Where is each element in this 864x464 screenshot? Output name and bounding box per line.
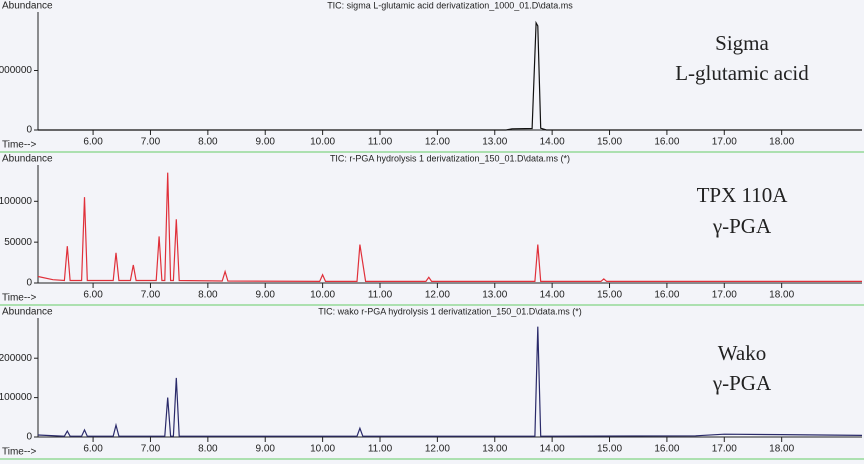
x-tick-label: 6.00 [83,137,103,148]
x-tick-label: 10.00 [310,290,335,301]
x-tick-label: 16.00 [654,137,679,148]
x-tick-label: 11.00 [368,444,393,455]
x-axis-label: Time--> [2,293,37,304]
annotation: Sigma [715,31,769,55]
x-tick-label: 9.00 [255,290,275,301]
y-axis-label: Abundance [2,154,53,165]
y-tick-label: 0 [26,432,32,443]
y-tick-label: 50000 [4,237,32,248]
x-tick-label: 9.00 [255,444,275,455]
x-tick-label: 11.00 [368,137,393,148]
y-axis-label: Abundance [2,1,53,12]
chart-title: TIC: wako r-PGA hydrolysis 1 derivatizat… [318,306,582,316]
trace [38,20,862,131]
x-tick-label: 12.00 [425,137,450,148]
y-tick-label: 0 [26,125,32,136]
x-tick-label: 15.00 [597,444,622,455]
annotation: L-glutamic acid [675,61,809,85]
y-tick-label: 100000 [0,392,32,403]
y-axis-label: Abundance [2,307,53,318]
x-tick-label: 18.00 [769,290,794,301]
y-tick-label: 100000 [0,196,32,207]
x-tick-label: 10.00 [310,137,335,148]
x-tick-label: 7.00 [141,137,161,148]
annotation: γ-PGA [712,371,772,395]
x-tick-label: 14.00 [540,444,565,455]
x-tick-label: 16.00 [654,290,679,301]
x-tick-label: 6.00 [83,290,103,301]
x-tick-label: 10.00 [310,444,335,455]
x-tick-label: 12.00 [425,444,450,455]
x-tick-label: 11.00 [368,290,393,301]
x-tick-label: 12.00 [425,290,450,301]
y-tick-label: 200000 [0,353,32,364]
x-tick-label: 17.00 [712,137,737,148]
x-tick-label: 14.00 [540,137,565,148]
annotation: TPX 110A [697,183,789,207]
trace [37,326,863,437]
x-tick-label: 15.00 [597,137,622,148]
x-tick-label: 6.00 [83,444,103,455]
x-tick-label: 7.00 [141,444,161,455]
x-tick-label: 18.00 [769,137,794,148]
x-tick-label: 9.00 [255,137,275,148]
x-tick-label: 13.00 [482,137,507,148]
annotation: γ-PGA [712,214,772,238]
x-tick-label: 13.00 [482,290,507,301]
x-tick-label: 16.00 [654,444,679,455]
x-tick-label: 18.00 [769,444,794,455]
x-tick-label: 13.00 [482,444,507,455]
x-tick-label: 7.00 [141,290,161,301]
y-tick-label: 2000000 [0,65,32,76]
trace [37,172,862,283]
x-tick-label: 8.00 [198,137,218,148]
annotation: Wako [718,341,766,365]
y-tick-label: 0 [26,278,32,289]
x-axis-label: Time--> [2,140,37,151]
x-tick-label: 17.00 [712,444,737,455]
x-tick-label: 8.00 [198,290,218,301]
x-tick-label: 14.00 [540,290,565,301]
x-tick-label: 8.00 [198,444,218,455]
chart-title: TIC: r-PGA hydrolysis 1 derivatization_1… [330,153,570,163]
x-axis-label: Time--> [2,447,37,458]
chart-title: TIC: sigma L-glutamic acid derivatizatio… [327,0,573,10]
x-tick-label: 15.00 [597,290,622,301]
x-tick-label: 17.00 [712,290,737,301]
